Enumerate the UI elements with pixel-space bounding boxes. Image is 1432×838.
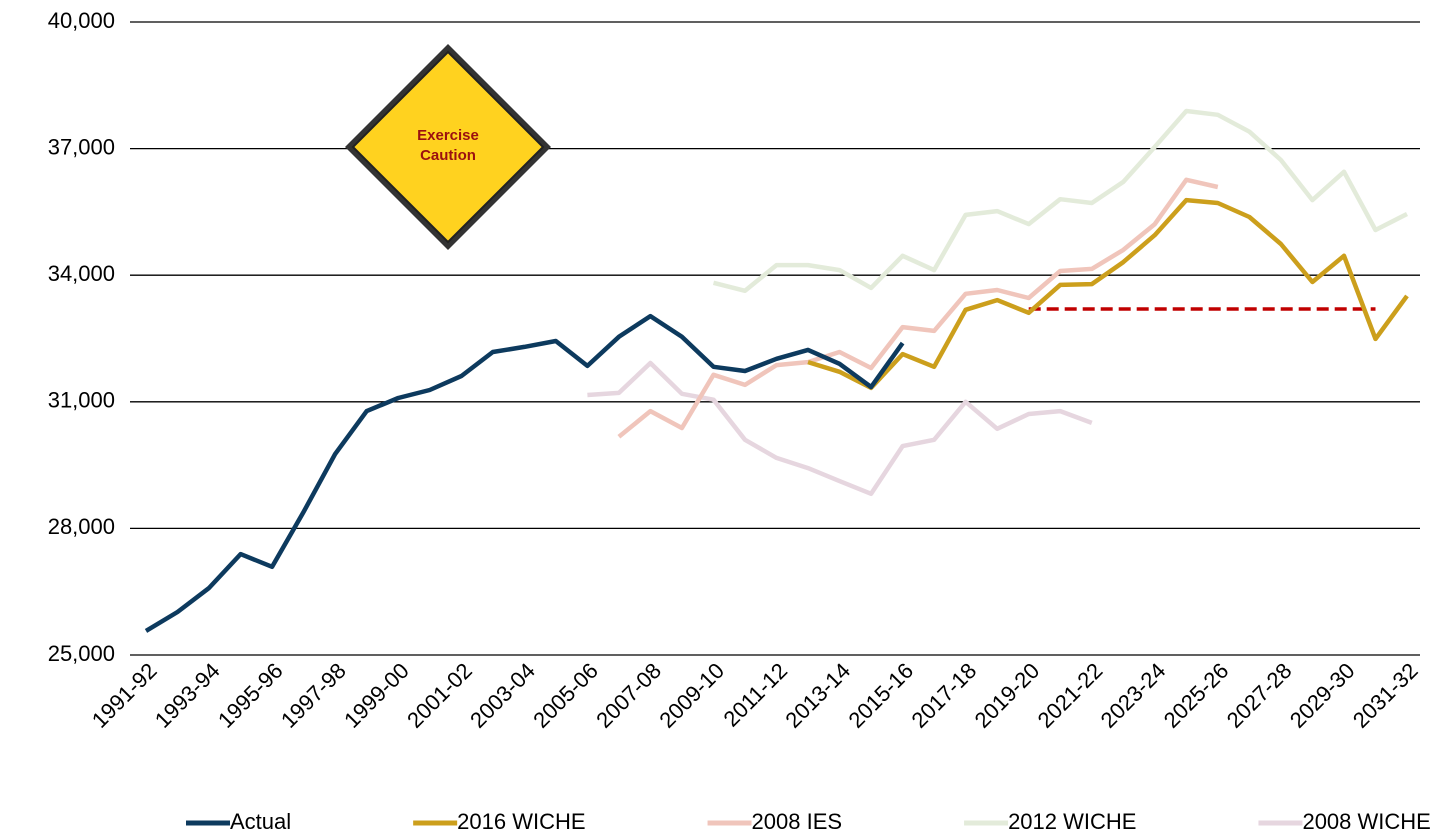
x-tick-label: 2025-26 [1159,658,1234,733]
x-tick-label: 2009-10 [654,658,729,733]
lines [144,108,1409,633]
y-tick-label: 25,000 [48,641,115,666]
legend-label: 2008 WICHE [1302,809,1430,834]
legend-label: 2012 WICHE [1008,809,1136,834]
y-tick-label: 31,000 [48,388,115,413]
x-tick-label: 2029-30 [1285,658,1360,733]
x-tick-label: 2023-24 [1096,658,1171,733]
x-tick-label: 1991-92 [87,658,162,733]
x-tick-label: 1997-98 [276,658,351,733]
x-tick-label: 2005-06 [528,658,603,733]
series-line [807,197,1409,391]
series-line [617,177,1219,439]
legend-label: 2008 IES [752,809,843,834]
x-tick-label: 2031-32 [1348,658,1423,733]
x-tick-label: 2015-16 [843,658,918,733]
legend-label: Actual [230,809,291,834]
x-tick-label: 2003-04 [465,658,540,733]
x-tick-label: 2011-12 [719,658,793,732]
y-tick-label: 28,000 [48,514,115,539]
x-tick-label: 2027-28 [1222,658,1297,733]
legend-label: 2016 WICHE [457,809,585,834]
grid [130,21,1420,656]
y-tick-label: 40,000 [48,8,115,33]
y-tick-label: 37,000 [48,134,115,159]
series-line [144,313,905,633]
x-tick-label: 2019-20 [970,658,1045,733]
x-tick-label: 2021-22 [1033,658,1108,733]
x-tick-label: 1995-96 [213,658,288,733]
x-tick-label: 2007-08 [591,658,666,733]
x-tick-label: 2013-14 [780,658,855,733]
caution-sign: Exercise Caution [345,44,551,250]
series-line [587,360,1093,497]
y-tick-label: 34,000 [48,261,115,286]
x-tick-label: 2017-18 [907,658,982,733]
legend: Actual 2016 WICHE 2008 IES 2012 WICHE 2008 W… [186,809,1431,834]
sign-face [351,50,545,244]
x-tick-label: 2001-02 [402,658,477,733]
sign-text: Exercise [417,127,479,144]
x-tick-label: 1999-00 [339,658,414,733]
sign-text: Caution [420,147,476,164]
x-tick-label: 1993-94 [150,658,225,733]
series-line [712,108,1409,294]
